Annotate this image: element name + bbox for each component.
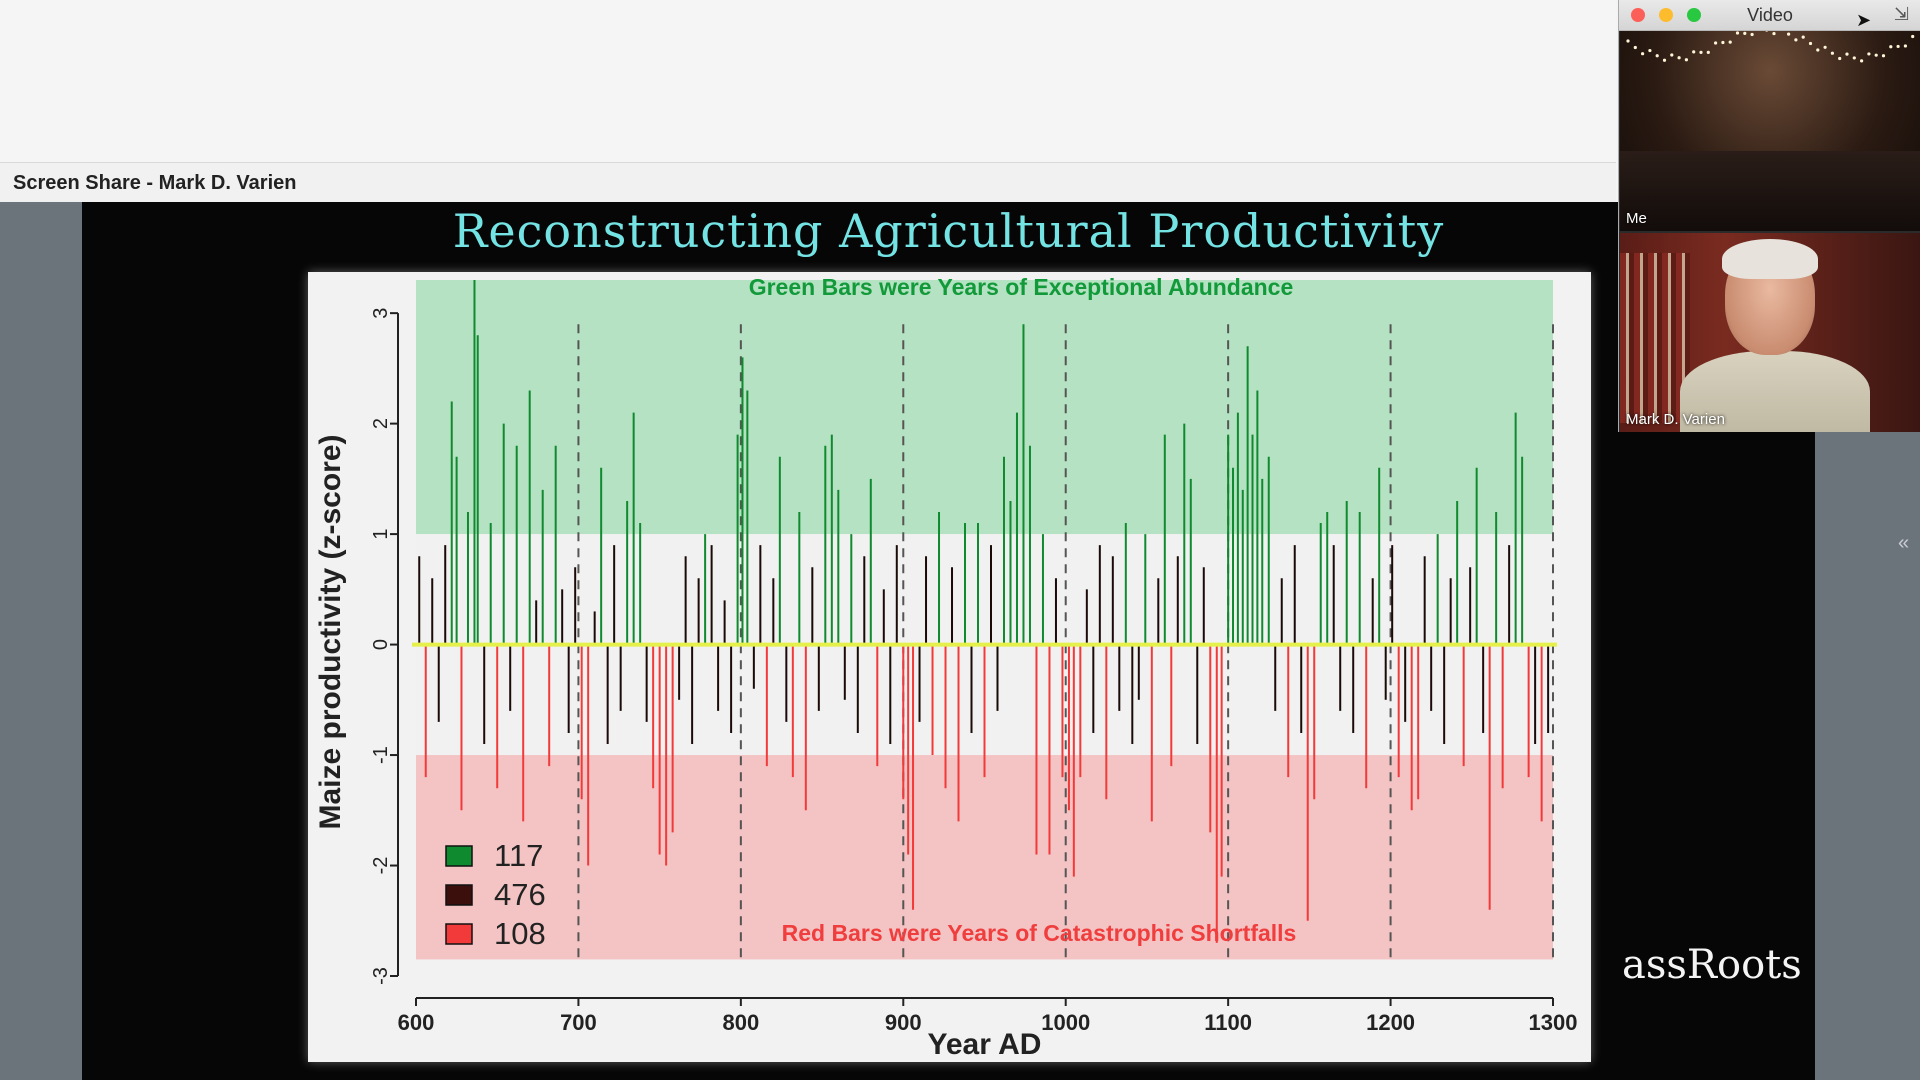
light-bulb — [1772, 31, 1776, 36]
legend-count: 108 — [494, 916, 546, 951]
screen-share-top-area — [0, 0, 1616, 162]
y-tick-label: 2 — [370, 418, 392, 429]
y-tick-label: 0 — [370, 639, 392, 650]
light-bulb — [1684, 58, 1688, 62]
x-tick-label: 1200 — [1366, 1010, 1415, 1035]
light-bulb — [1816, 48, 1820, 52]
speaker-body — [1680, 351, 1870, 432]
shared-screen-stage: « Reconstructing Agricultural Productivi… — [0, 202, 1920, 1080]
light-bulb — [1787, 32, 1791, 36]
screen-share-label: Screen Share - Mark D. Varien — [0, 162, 1616, 202]
light-bulb — [1794, 38, 1798, 42]
light-bulb — [1743, 31, 1747, 36]
y-axis-label: Maize productivity (z-score) — [314, 434, 347, 829]
light-bulb — [1874, 53, 1878, 57]
light-bulb — [1626, 39, 1630, 43]
video-titlebar[interactable]: Video ➤ ⇲ — [1619, 0, 1920, 31]
y-tick-label: 1 — [370, 529, 392, 540]
x-tick-label: 1000 — [1041, 1010, 1090, 1035]
light-bulb — [1641, 52, 1645, 56]
legend-swatch — [445, 884, 473, 906]
x-axis-label: Year AD — [928, 1028, 1042, 1061]
minimize-window-button[interactable] — [1659, 8, 1673, 22]
grassroots-watermark: assRoots — [1622, 942, 1802, 988]
x-tick-label: 1300 — [1529, 1010, 1578, 1035]
video-window[interactable]: Video ➤ ⇲ Me Mark D. Varien — [1618, 0, 1920, 432]
light-bulb — [1911, 34, 1915, 39]
mouse-cursor-icon: ➤ — [1856, 10, 1872, 30]
video-tile-speaker[interactable]: Mark D. Varien — [1620, 233, 1920, 432]
left-side-pane — [0, 202, 82, 1080]
light-bulb — [1633, 45, 1637, 50]
video-window-title: Video — [1747, 5, 1793, 25]
light-bulb — [1714, 41, 1718, 45]
light-bulb — [1852, 56, 1856, 60]
light-bulb — [1670, 53, 1674, 57]
abundance-band — [416, 280, 1553, 535]
x-tick-label: 900 — [885, 1010, 922, 1035]
light-bulb — [1706, 50, 1710, 54]
chart-panel: -3 -2 -1 0 1 2 3 600 700 800 900 1000 1100 1200 1300 Ye… — [308, 272, 1591, 1062]
light-bulb — [1823, 45, 1827, 49]
y-tick-label: -1 — [370, 746, 392, 764]
x-tick-label: 1100 — [1204, 1010, 1252, 1035]
x-tick-label: 700 — [560, 1010, 597, 1035]
light-bulb — [1903, 44, 1907, 48]
abundance-annotation: Green Bars were Years of Exceptional Abu… — [749, 274, 1294, 300]
light-bulb — [1860, 59, 1864, 63]
light-bulb — [1896, 44, 1900, 49]
light-bulb — [1808, 41, 1813, 46]
maize-productivity-chart: -3 -2 -1 0 1 2 3 600 700 800 900 1000 1100 1200 1300 Ye… — [314, 274, 1578, 1061]
light-bulb — [1648, 48, 1652, 53]
maximize-window-button[interactable] — [1687, 8, 1701, 22]
collapse-arrow-icon[interactable]: « — [1898, 532, 1910, 554]
audience-silhouette — [1620, 151, 1920, 231]
video-tile-me[interactable]: Me — [1620, 31, 1920, 231]
presentation-slide: Reconstructing Agricultural Productivity… — [82, 202, 1815, 1080]
shortfall-band — [416, 755, 1553, 960]
light-bulb — [1838, 56, 1842, 61]
light-bulb — [1830, 51, 1834, 55]
x-tick-label: 600 — [398, 1010, 435, 1035]
legend-count: 117 — [494, 838, 543, 873]
light-bulb — [1728, 40, 1732, 44]
legend-swatch — [445, 923, 473, 945]
exit-minimized-icon[interactable]: ⇲ — [1893, 4, 1909, 24]
shortfall-annotation: Red Bars were Years of Catastrophic Shor… — [782, 920, 1297, 946]
legend-swatch — [445, 845, 473, 867]
light-bulb — [1735, 31, 1740, 35]
light-bulb — [1845, 52, 1849, 56]
video-tile-label-me: Me — [1626, 210, 1647, 227]
light-bulb — [1699, 50, 1703, 54]
y-tick-label: 3 — [370, 308, 392, 319]
speaker-hair — [1722, 239, 1818, 279]
video-tile-label-speaker: Mark D. Varien — [1626, 411, 1725, 428]
y-tick-label: -3 — [370, 967, 392, 985]
light-bulb — [1750, 32, 1754, 37]
x-tick-label: 800 — [722, 1010, 759, 1035]
string-lights-decoration — [1626, 31, 1915, 63]
light-bulb — [1662, 58, 1667, 62]
light-bulb — [1677, 56, 1681, 60]
light-bulb — [1765, 31, 1768, 32]
legend-count: 476 — [494, 877, 546, 912]
light-bulb — [1801, 35, 1805, 39]
light-bulb — [1721, 40, 1725, 45]
close-window-button[interactable] — [1631, 8, 1645, 22]
light-bulb — [1867, 52, 1871, 56]
y-tick-label: -2 — [370, 857, 392, 875]
bookshelf-background — [1620, 253, 1690, 423]
light-bulb — [1889, 45, 1893, 49]
light-bulb — [1692, 50, 1696, 54]
slide-title: Reconstructing Agricultural Productivity — [452, 204, 1445, 258]
light-bulb — [1655, 54, 1659, 58]
light-bulb — [1881, 54, 1886, 58]
